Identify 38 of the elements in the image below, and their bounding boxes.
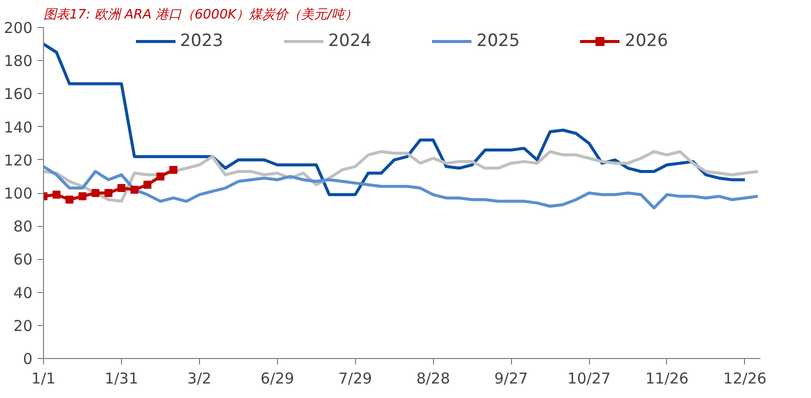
legend-label: 2024 [328,31,372,51]
y-tick-label: 160 [4,85,33,104]
point [143,180,152,189]
legend-label: 2026 [624,31,668,51]
y-tick-label: 120 [4,151,33,170]
y-tick-label: 80 [13,218,33,236]
point [169,166,178,174]
point [91,189,100,197]
legend-label: 2023 [180,31,224,51]
y-tick-label: 200 [4,19,33,37]
x-tick-label: 1/1 [31,370,56,388]
line-series [44,150,760,203]
x-tick-label: 7/29 [338,370,372,388]
x-tick-label: 8/28 [416,370,450,388]
point [52,190,60,199]
chart-title: 图表17: 欧洲 ARA 港口（6000K）煤炭价（美元/吨） [44,6,358,22]
point [130,186,138,194]
x-tick-label: 1/31 [104,370,138,388]
x-tick-label: 3/2 [187,370,212,388]
x-tick-label: 12/26 [723,370,767,388]
point [104,189,112,197]
y-tick-label: 60 [13,250,33,269]
point [65,196,74,204]
y-tick-label: 20 [13,316,33,335]
point [117,184,126,192]
point [78,192,86,200]
x-tick-label: 9/27 [494,370,528,388]
x-tick-label: 6/29 [260,370,294,388]
line-series [44,165,760,210]
x-tick-label: 11/26 [645,370,689,388]
legend-label: 2025 [476,31,520,51]
y-tick-label: 0 [22,350,33,368]
x-tick-label: 10/27 [567,370,611,388]
y-tick-label: 40 [13,284,33,302]
point [156,172,164,180]
y-tick-label: 100 [4,184,33,202]
y-tick-label: 140 [4,118,33,136]
y-tick-label: 180 [4,52,33,70]
